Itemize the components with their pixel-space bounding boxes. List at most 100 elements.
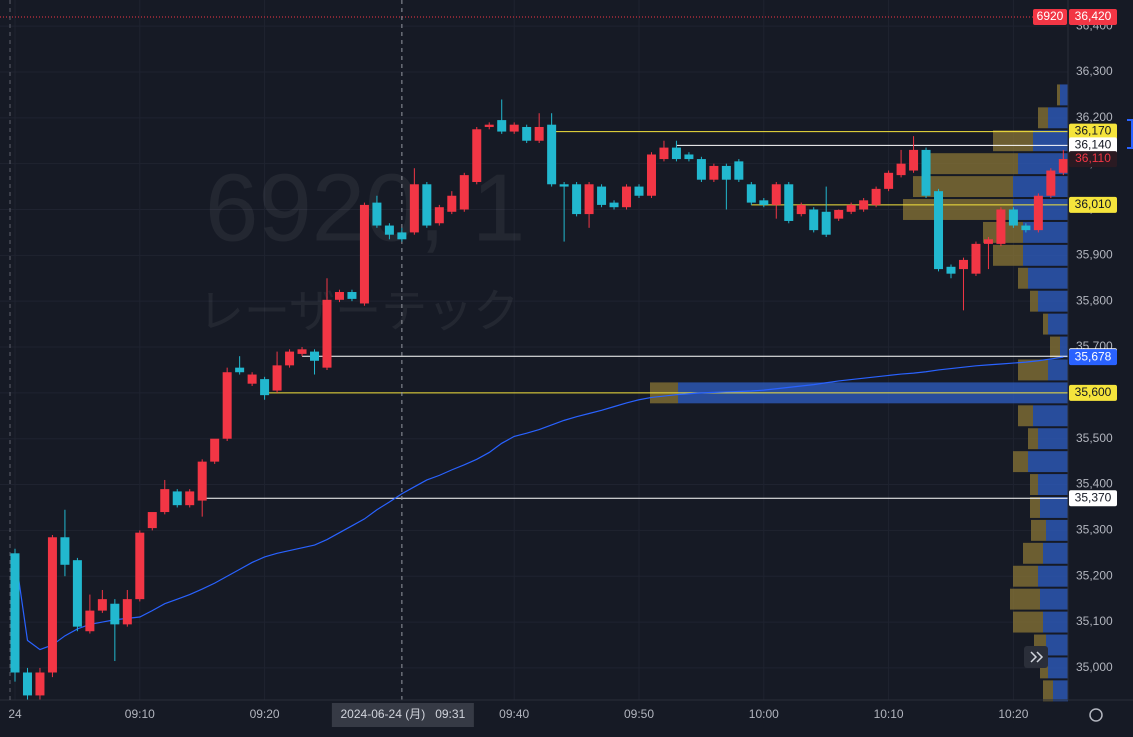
candle-body <box>659 147 669 160</box>
profile-down-bar <box>1018 405 1033 427</box>
price-label: 35,678 <box>1075 349 1112 363</box>
profile-up-bar <box>1043 542 1068 564</box>
candle-body <box>821 211 831 235</box>
y-tick-label: 35,300 <box>1076 523 1113 537</box>
y-tick-label: 35,800 <box>1076 293 1113 307</box>
candle-body <box>522 126 532 141</box>
profile-up-bar <box>1048 107 1068 129</box>
y-tick-label: 35,400 <box>1076 477 1113 491</box>
candle-body <box>35 672 45 696</box>
candle-body <box>1021 225 1031 231</box>
candle-body <box>147 512 157 529</box>
price-label-box <box>1069 490 1117 507</box>
profile-down-bar <box>993 130 1033 152</box>
candle-body <box>784 184 794 221</box>
candle-body <box>671 147 681 160</box>
candle-body <box>559 184 569 187</box>
price-label: 36,420 <box>1075 9 1112 23</box>
candle-body <box>434 207 444 224</box>
candle-body <box>359 204 369 304</box>
candle-body <box>1058 159 1068 173</box>
candle-body <box>135 532 145 600</box>
candle-body <box>409 184 419 233</box>
price-label: 36,110 <box>1075 151 1111 165</box>
candle-body <box>796 204 806 215</box>
profile-up-bar <box>1040 588 1068 610</box>
candle-body <box>584 184 594 215</box>
candle-body <box>10 553 20 673</box>
candle-body <box>210 438 220 462</box>
profile-up-bar <box>1040 497 1068 518</box>
candle-body <box>160 489 170 513</box>
profile-up-bar <box>1053 680 1068 702</box>
y-tick-label: 35,100 <box>1076 614 1113 628</box>
candle-body <box>547 124 557 185</box>
settings-button[interactable] <box>1089 708 1103 722</box>
candle-body <box>983 239 993 244</box>
candle-body <box>122 599 132 625</box>
candle-body <box>235 367 245 373</box>
candle-body <box>47 537 57 673</box>
y-tick-label: 35,000 <box>1076 660 1113 674</box>
profile-down-bar <box>1038 107 1048 129</box>
y-tick-label: 36,200 <box>1076 110 1113 124</box>
candle-body <box>622 186 632 208</box>
price-label-box <box>1069 137 1117 154</box>
price-label: 36,140 <box>1075 137 1112 151</box>
profile-down-bar <box>993 244 1023 266</box>
candle-body <box>746 184 756 203</box>
profile-up-bar <box>1043 611 1068 633</box>
candle-body <box>534 126 544 141</box>
candle-body <box>347 292 357 299</box>
profile-down-bar <box>1043 680 1053 702</box>
candle-body <box>472 129 482 182</box>
candle-body <box>260 379 270 396</box>
candle-body <box>1033 195 1043 231</box>
profile-down-bar <box>1013 611 1043 633</box>
candle-body <box>646 154 656 196</box>
candle-body <box>958 259 968 270</box>
profile-up-bar <box>1048 657 1068 679</box>
candle-body <box>809 209 819 231</box>
candle-body <box>921 149 931 196</box>
profile-up-bar <box>1046 634 1068 656</box>
x-tick-label: 09:20 <box>250 707 280 721</box>
candle-body <box>884 172 894 189</box>
profile-down-bar <box>1031 519 1046 541</box>
profile-up-bar <box>1028 451 1068 473</box>
candle-body <box>310 351 320 361</box>
candle-body <box>397 232 407 240</box>
y-tick-label: 35,900 <box>1076 248 1113 262</box>
candle-body <box>634 186 644 196</box>
profile-up-bar <box>1038 565 1068 587</box>
price-label-box <box>1069 123 1117 140</box>
profile-up-bar <box>1060 336 1068 358</box>
profile-down-bar <box>1043 313 1048 335</box>
candle-body <box>447 195 457 212</box>
profile-down-bar <box>1057 84 1060 106</box>
profile-up-bar <box>1023 221 1068 243</box>
profile-down-bar <box>1010 588 1040 610</box>
candle-body <box>1046 170 1056 196</box>
candle-body <box>696 159 706 180</box>
profile-up-bar <box>1060 84 1068 106</box>
candle-body <box>247 374 257 384</box>
candle-body <box>322 299 332 368</box>
candle-body <box>97 599 107 611</box>
profile-up-bar <box>1018 153 1068 175</box>
profile-down-bar <box>928 153 1018 175</box>
candle-body <box>971 243 981 274</box>
profile-up-bar <box>1038 428 1068 450</box>
candle-body <box>734 161 744 180</box>
candle-body <box>834 209 844 219</box>
y-tick-label: 35,500 <box>1076 431 1113 445</box>
candle-body <box>996 209 1006 244</box>
candle-body <box>172 491 182 506</box>
candle-body <box>422 184 432 226</box>
candle-body <box>484 124 494 127</box>
profile-up-bar <box>1033 405 1068 427</box>
profile-up-bar <box>1023 244 1068 266</box>
profile-up-bar <box>1028 267 1068 289</box>
